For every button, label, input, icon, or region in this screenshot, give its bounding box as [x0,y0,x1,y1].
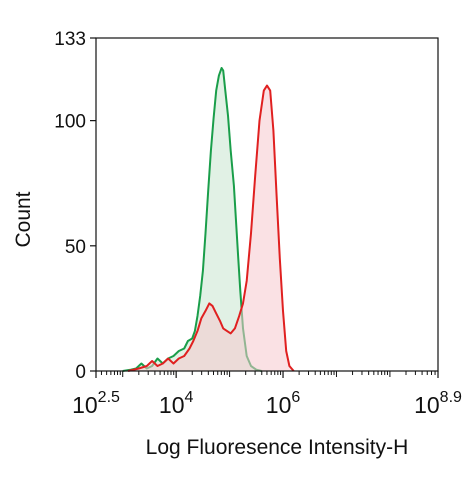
y-tick-label: 50 [65,237,86,258]
y-tick-label: 0 [75,362,86,383]
tick-layer: 0 50 100 133 102.5 104 106 108.9 [54,29,462,418]
y-tick-label: 133 [54,29,86,50]
y-tick-label: 100 [54,112,86,133]
series-0-line [122,67,262,372]
x-tick-label: 106 [266,389,301,418]
series-0-area [122,68,262,371]
x-tick-label: 104 [159,389,194,418]
series-1-line [127,84,295,372]
x-axis-title: Log Fluoresence Intensity-H [146,436,409,459]
x-tick-label: 102.5 [72,389,120,418]
x-tick-label: 108.9 [414,389,462,418]
y-axis-title: Count [12,191,35,247]
series-layer [122,67,295,372]
series-1-area [128,85,294,371]
